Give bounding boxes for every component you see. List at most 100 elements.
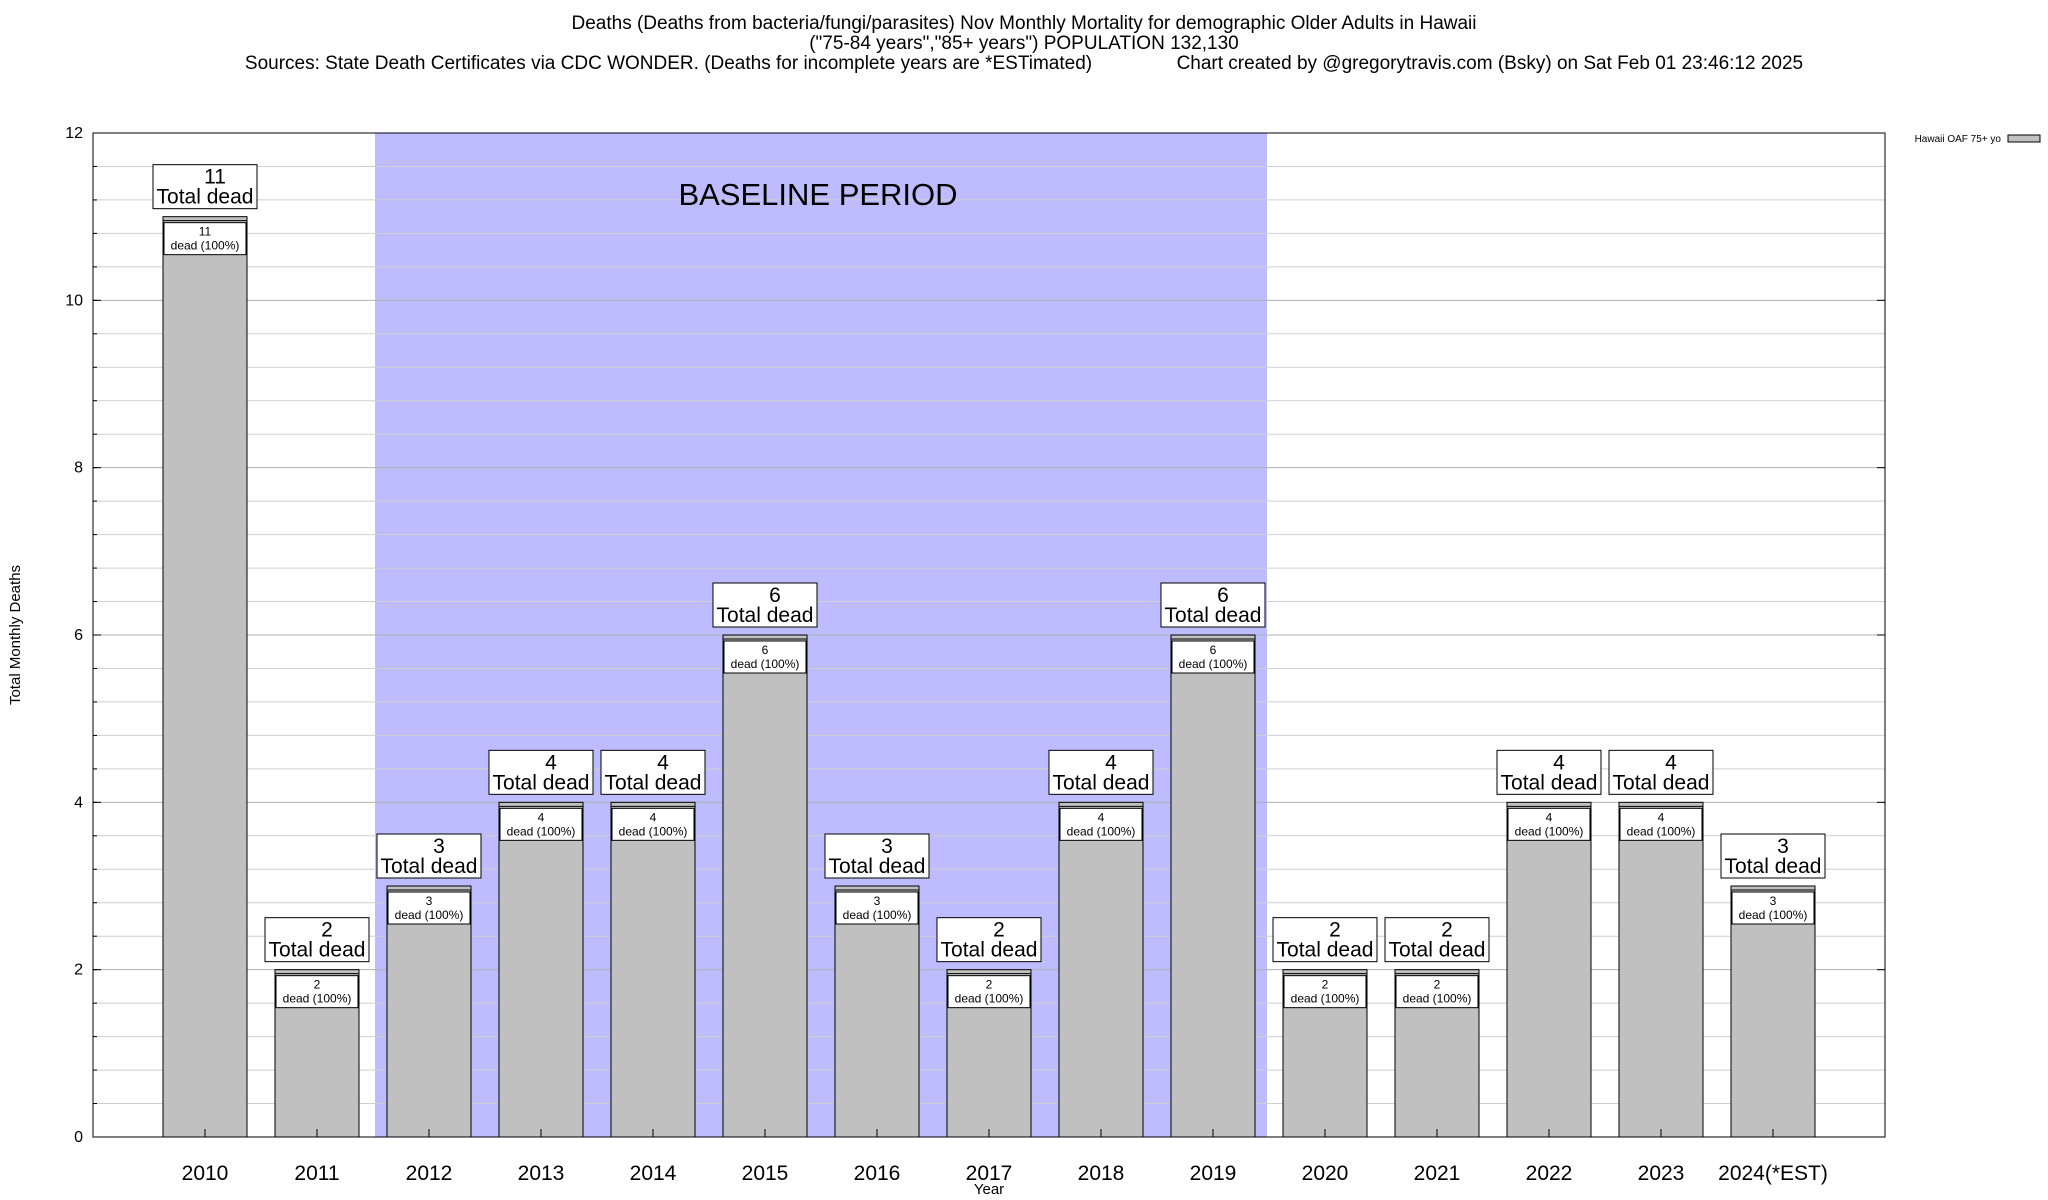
bars-layer (162, 216, 1816, 1138)
bar-top-total-dead: Total dead (1165, 604, 1262, 627)
bar-top-total-dead: Total dead (829, 855, 926, 878)
bar-top-label-box (152, 164, 258, 210)
bar-top-label-box (712, 582, 818, 628)
x-tick-label: 2018 (1078, 1162, 1125, 1185)
bar-inner-percent: dead (100%) (1739, 908, 1808, 922)
x-tick-label: 2023 (1638, 1162, 1685, 1185)
bar-top-total-dead: Total dead (157, 186, 254, 209)
bar-top-label-box (376, 833, 482, 879)
x-tick-label: 2022 (1526, 1162, 1573, 1185)
bar-top-total-dead: Total dead (1725, 855, 1822, 878)
bar-top-label-box (1720, 833, 1826, 879)
bar-inner-value: 2 (1434, 978, 1441, 992)
bar-top-total-dead: Total dead (1389, 939, 1486, 962)
x-tick-label: 2019 (1190, 1162, 1237, 1185)
bar-top-value: 3 (881, 835, 893, 858)
bar-inner-percent: dead (100%) (1403, 992, 1472, 1006)
y-axis-title: Total Monthly Deaths (7, 565, 24, 705)
bar-top-value: 4 (657, 751, 669, 774)
bar-inner-percent: dead (100%) (395, 908, 464, 922)
bar (162, 216, 248, 1138)
bar-inner-label-box (387, 891, 471, 925)
y-tick-label: 8 (74, 460, 83, 477)
x-tick-label: 2014 (630, 1162, 677, 1185)
x-tick-label: 2010 (182, 1162, 229, 1185)
bar-top-value: 4 (1553, 751, 1565, 774)
bar-top-label-box (264, 917, 370, 963)
bar-inner-label-box (1283, 975, 1367, 1009)
chart-title-block: Deaths (Deaths from bacteria/fungi/paras… (0, 14, 2048, 74)
bar-top-value: 2 (993, 919, 1005, 942)
chart-sources-line: Sources: State Death Certificates via CD… (0, 54, 2048, 74)
bar-inner-label-box (1171, 640, 1255, 674)
bar-inner-value: 4 (538, 810, 545, 824)
bar-inner-label-box (1619, 807, 1703, 841)
bar-inner-percent: dead (100%) (1627, 824, 1696, 838)
bar-inner-value: 3 (874, 894, 881, 908)
bar-top-total-dead: Total dead (381, 855, 478, 878)
bar (1170, 634, 1256, 1138)
bar-inner-label-box (1731, 891, 1815, 925)
bar-inner-value: 3 (426, 894, 433, 908)
bar (834, 885, 920, 1138)
bar-top-value: 11 (204, 166, 226, 189)
bar-top-label-box (936, 917, 1042, 963)
chart-title: Deaths (Deaths from bacteria/fungi/paras… (571, 13, 1477, 34)
bar-inner-percent: dead (100%) (1291, 992, 1360, 1006)
bar (498, 801, 584, 1138)
bar (722, 634, 808, 1138)
bar-top-value: 6 (769, 584, 781, 607)
bar-inner-value: 2 (1322, 978, 1329, 992)
y-tick-label: 12 (65, 125, 83, 142)
bar-top-total-dead: Total dead (605, 771, 702, 794)
bar-inner-value: 6 (1210, 643, 1217, 657)
bar-top-total-dead: Total dead (1613, 771, 1710, 794)
bar (610, 801, 696, 1138)
bar-inner-label-box (1507, 807, 1591, 841)
bar-inner-percent: dead (100%) (1067, 824, 1136, 838)
x-axis-title: Year (974, 1181, 1004, 1198)
bar-top-total-dead: Total dead (269, 939, 366, 962)
bar-inner-percent: dead (100%) (843, 908, 912, 922)
x-tick-label: 2017 (966, 1162, 1013, 1185)
bar-inner-percent: dead (100%) (955, 992, 1024, 1006)
bar-inner-label-box (723, 640, 807, 674)
bar (1058, 801, 1144, 1138)
bar-inner-label-box (835, 891, 919, 925)
bar-top-total-dead: Total dead (941, 939, 1038, 962)
bar (1730, 885, 1816, 1138)
x-tick-label: 2024(*EST) (1718, 1162, 1828, 1185)
bar-inner-value: 2 (314, 978, 321, 992)
bar-top-label-box (1160, 582, 1266, 628)
x-tick-label: 2012 (406, 1162, 453, 1185)
bar (1506, 801, 1592, 1138)
bar-inner-percent: dead (100%) (171, 239, 240, 253)
y-tick-label: 0 (74, 1129, 83, 1146)
bar-top-total-dead: Total dead (493, 771, 590, 794)
bar-inner-value: 3 (1770, 894, 1777, 908)
bar-top-label-box (1496, 749, 1602, 795)
y-tick-label: 10 (65, 292, 83, 309)
bar-top-value: 2 (1441, 919, 1453, 942)
bar-top-label-box (488, 749, 594, 795)
bar-top-label-box (600, 749, 706, 795)
bar-top-total-dead: Total dead (1501, 771, 1598, 794)
x-tick-label: 2021 (1414, 1162, 1461, 1185)
bar-top-value: 3 (1777, 835, 1789, 858)
legend: Hawaii OAF 75+ yo (1915, 134, 2041, 145)
bar (386, 885, 472, 1138)
bar-inner-value: 4 (1098, 810, 1105, 824)
bar-inner-value: 4 (1546, 810, 1553, 824)
bar-top-value: 6 (1217, 584, 1229, 607)
bar-top-value: 4 (1105, 751, 1117, 774)
bar-inner-percent: dead (100%) (1179, 657, 1248, 671)
bar-inner-percent: dead (100%) (1515, 824, 1584, 838)
bar-top-label-box (1272, 917, 1378, 963)
bar-inner-label-box (1395, 975, 1479, 1009)
bar-top-label-box (1048, 749, 1154, 795)
y-tick-label: 6 (74, 627, 83, 644)
axes-layer: 0 2 4 6 8 10 12 (65, 125, 1886, 1146)
chart-subtitle: ("75-84 years","85+ years") POPULATION 1… (809, 33, 1239, 54)
